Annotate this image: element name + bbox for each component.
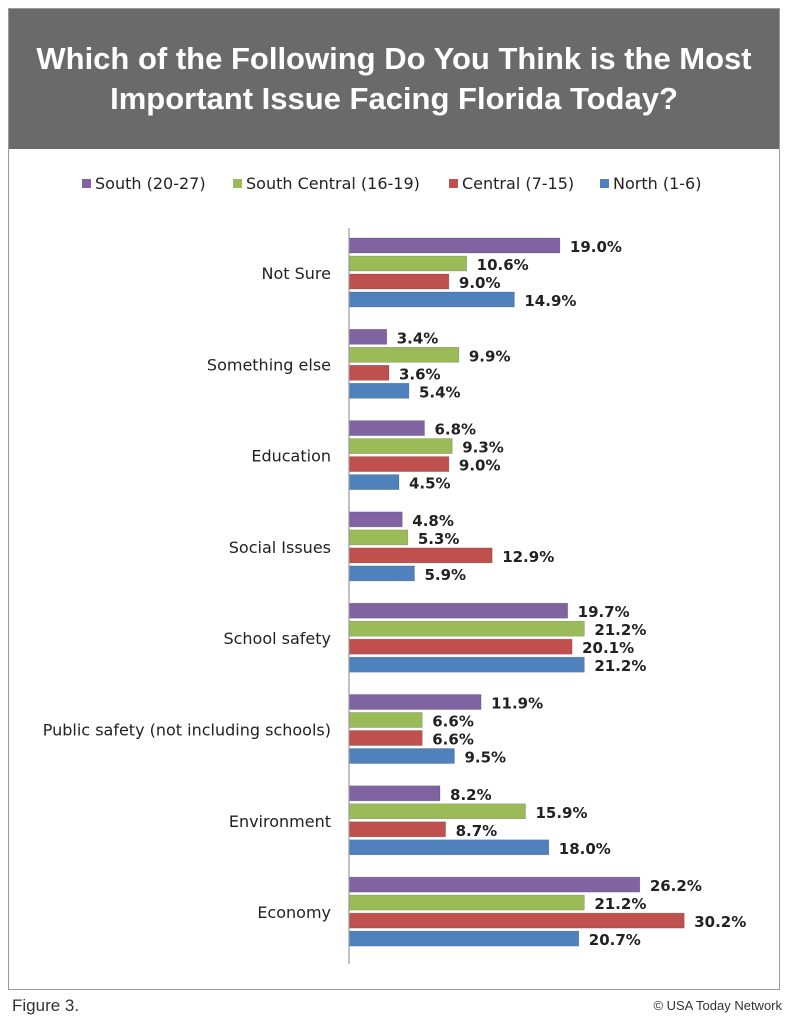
bar <box>348 255 467 272</box>
data-label: 19.0% <box>570 238 622 256</box>
bar <box>348 638 573 655</box>
bar <box>348 602 568 619</box>
category-label: Social Issues <box>229 538 331 557</box>
bar <box>348 839 550 856</box>
category-label: Economy <box>257 903 331 922</box>
bar <box>348 876 641 893</box>
bar <box>348 712 423 728</box>
data-label: 3.6% <box>399 365 441 383</box>
data-label: 6.6% <box>432 713 474 731</box>
data-label: 3.4% <box>397 329 439 347</box>
bar <box>348 328 388 345</box>
data-label: 5.3% <box>418 530 460 548</box>
bar <box>348 420 425 436</box>
title-bar: Which of the Following Do You Think is t… <box>9 9 779 149</box>
legend-swatch <box>449 179 458 188</box>
bar <box>348 273 450 290</box>
data-label: 9.5% <box>464 749 506 767</box>
data-label: 14.9% <box>524 292 576 310</box>
data-label: 4.8% <box>412 512 454 530</box>
data-label: 21.2% <box>594 657 646 675</box>
data-label: 20.7% <box>589 931 641 949</box>
data-label: 8.2% <box>450 786 492 804</box>
bar <box>348 620 585 637</box>
data-label: 26.2% <box>650 877 702 895</box>
bar <box>348 565 415 582</box>
data-label: 8.7% <box>456 822 498 840</box>
legend-label: South Central (16-19) <box>246 174 420 193</box>
legend-label: Central (7-15) <box>462 174 574 193</box>
data-label: 30.2% <box>694 913 746 931</box>
category-label: Something else <box>207 355 331 374</box>
data-label: 9.0% <box>459 274 501 292</box>
bar <box>348 821 446 838</box>
data-label: 4.5% <box>409 475 451 493</box>
data-label: 6.6% <box>432 731 474 749</box>
legend-swatch <box>600 179 609 188</box>
bar <box>348 364 390 381</box>
data-label: 10.6% <box>477 256 529 274</box>
legend-swatch <box>82 179 91 188</box>
bar <box>348 803 526 820</box>
bar <box>348 785 441 802</box>
bar <box>348 237 561 254</box>
data-label: 11.9% <box>491 695 543 713</box>
image-credit: © USA Today Network <box>653 998 782 1013</box>
bar <box>348 438 453 454</box>
data-label: 18.0% <box>559 840 611 858</box>
bar <box>348 547 493 564</box>
category-label: Public safety (not including schools) <box>43 721 331 740</box>
legend-swatch <box>233 179 242 188</box>
bar <box>348 912 685 929</box>
bar <box>348 346 460 363</box>
data-label: 9.9% <box>469 347 511 365</box>
bar <box>348 474 400 490</box>
category-label: Education <box>251 447 331 466</box>
data-label: 21.2% <box>594 895 646 913</box>
bar <box>348 930 580 947</box>
data-label: 19.7% <box>578 603 630 621</box>
bar <box>348 748 455 764</box>
chart-title: Which of the Following Do You Think is t… <box>36 41 752 116</box>
data-label: 6.8% <box>434 421 476 439</box>
data-label: 9.3% <box>462 439 504 457</box>
bar <box>348 456 450 472</box>
bar <box>348 511 403 528</box>
data-label: 5.4% <box>419 383 461 401</box>
bar <box>348 694 482 710</box>
data-label: 21.2% <box>594 621 646 639</box>
bar <box>348 894 585 911</box>
bar <box>348 656 585 673</box>
legend-label: South (20-27) <box>95 174 206 193</box>
data-label: 20.1% <box>582 639 634 657</box>
category-label: Environment <box>229 812 331 831</box>
data-label: 9.0% <box>459 457 501 475</box>
bar <box>348 382 410 399</box>
data-label: 5.9% <box>424 566 466 584</box>
bar <box>348 529 409 546</box>
figure-caption: Figure 3. <box>12 996 80 1015</box>
category-label: School safety <box>223 629 331 648</box>
category-label: Not Sure <box>262 264 331 283</box>
data-label: 15.9% <box>535 804 587 822</box>
data-label: 12.9% <box>502 548 554 566</box>
legend-label: North (1-6) <box>613 174 701 193</box>
bar <box>348 291 515 308</box>
bar <box>348 730 423 746</box>
